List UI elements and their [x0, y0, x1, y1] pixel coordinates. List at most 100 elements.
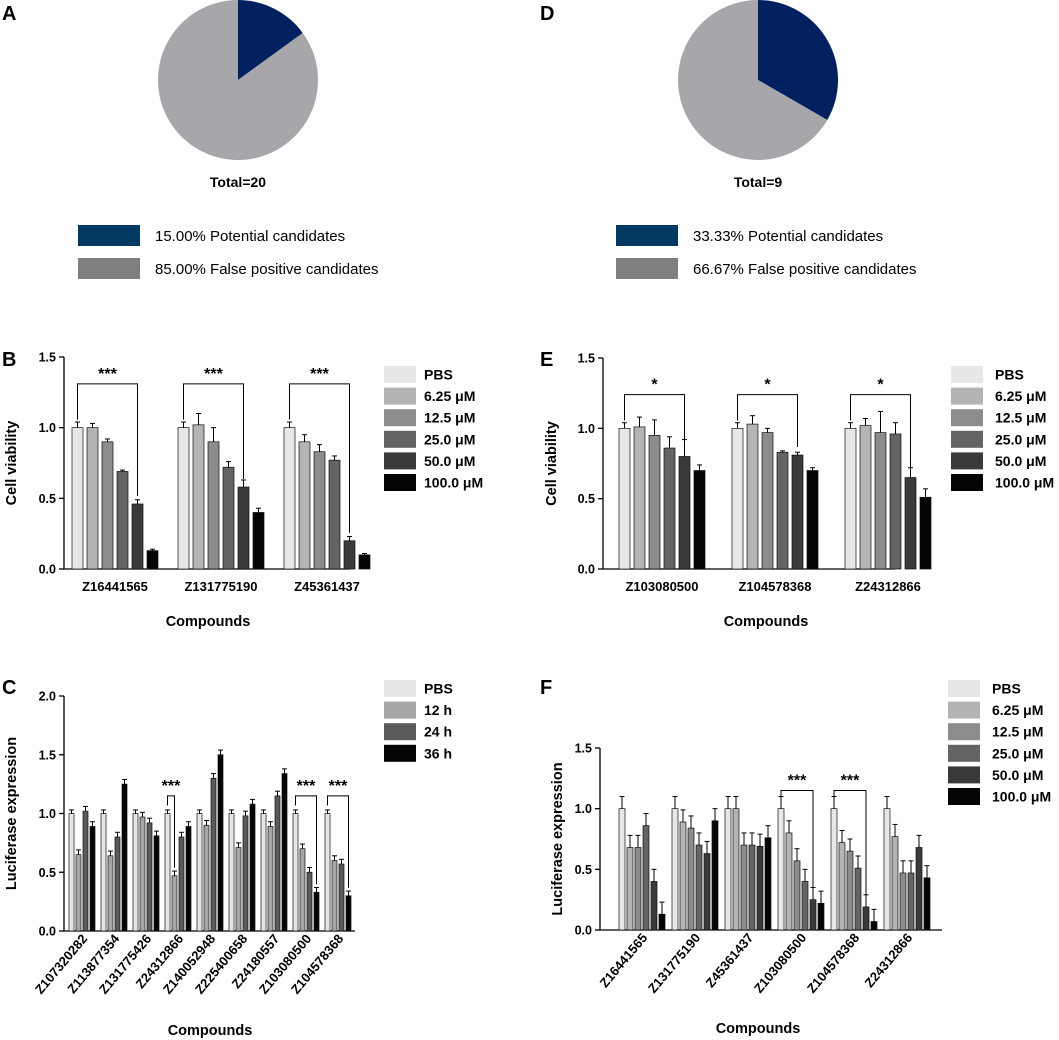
chart-e-legend-swatch-100-0-m: [951, 474, 983, 491]
chart-f-bar-z103080500-25-0-m: [801, 881, 809, 931]
chart-f-bar-z103080500-12-5-m: [793, 860, 801, 931]
chart-f-legend-50-0-m: 50.0 μM: [992, 767, 1043, 783]
chart-c-bar-z225400658-24-h: [242, 815, 249, 932]
chart-b-xlabel: Compounds: [166, 614, 251, 630]
chart-b-legend-pbs: PBS: [424, 367, 453, 383]
pie-a-slice-potential: [238, 0, 303, 80]
chart-f-bar-z104578368-12-5-m: [846, 850, 854, 931]
chart-e-legend-swatch-25-0-m: [951, 430, 983, 448]
chart-f-category-label: Z16441565: [597, 930, 651, 990]
chart-e-legend-100-0-m: 100.0 μM: [995, 475, 1054, 491]
chart-f-bar-z16441565-pbs: [618, 808, 626, 931]
chart-f-legend-100-0-m: 100.0 μM: [992, 789, 1051, 805]
pie-a-legend-swatch-potential: [78, 225, 140, 246]
chart-f-bar-z45361437-12-5-m: [740, 844, 748, 931]
chart-f-bar-z16441565-50-0-m: [650, 881, 658, 931]
chart-b-bar-z45361437-12-5-m: [313, 451, 326, 570]
chart-f-bar-z24312866-50-0-m: [915, 847, 923, 931]
chart-e-category-label: Z103080500: [625, 579, 698, 594]
pie-d-legend-swatch-potential: [616, 225, 678, 246]
chart-b-legend-swatch-50-0-m: [384, 452, 416, 470]
chart-f-significance-label: ***: [788, 772, 807, 789]
chart-c-ytick-label: 0.0: [39, 925, 56, 939]
pie-a-legend-potential: 15.00% Potential candidates: [155, 228, 345, 245]
chart-f-category-label: Z103080500: [751, 930, 809, 996]
chart-c-bar-z103080500-12-h: [299, 848, 306, 932]
chart-c-bar-z140052948-pbs: [196, 813, 203, 932]
pie-a-legend-false-positive: 85.00% False positive candidates: [155, 261, 378, 278]
chart-f-bar-z103080500-50-0-m: [809, 899, 817, 931]
chart-b-legend-swatch-pbs: [384, 366, 416, 383]
chart-e-bar-z104578368-pbs: [731, 427, 744, 570]
chart-e-bar-z104578368-12-5-m: [761, 432, 774, 570]
chart-b-legend-swatch-12-5-m: [384, 409, 416, 427]
chart-f-category-label: Z131775190: [645, 930, 703, 996]
chart-c-bar-z113877354-24-h: [114, 836, 121, 932]
chart-c-bar-z24180557-pbs: [260, 813, 267, 932]
chart-c-ytick-label: 1.5: [39, 748, 56, 762]
chart-c-legend-12-h: 12 h: [424, 702, 452, 718]
pie-d-slice-potential: [758, 0, 838, 120]
chart-c-significance-bracket: [327, 795, 349, 888]
chart-b-bar-z16441565-100-0-m: [146, 550, 159, 570]
chart-f-legend-swatch-12-5-m: [948, 723, 980, 741]
chart-f-bar-z103080500-pbs: [777, 808, 785, 931]
panel-label-d: D: [540, 3, 554, 25]
chart-c-legend-swatch-36-h: [384, 744, 416, 762]
chart-f-bar-z24312866-12-5-m: [899, 872, 907, 931]
chart-c-significance-bracket: [167, 795, 175, 868]
chart-f-bar-z131775190-25-0-m: [695, 844, 703, 931]
chart-f-bar-z103080500-6-25-m: [785, 832, 793, 931]
chart-e-significance-label: *: [877, 377, 884, 394]
chart-c-bar-z107320282-12-h: [75, 854, 82, 932]
chart-b-bar-z131775190-12-5-m: [207, 441, 220, 570]
chart-f-bar-z104578368-50-0-m: [862, 906, 870, 931]
chart-b-bar-z45361437-100-0-m: [358, 554, 371, 570]
chart-c-xlabel: Compounds: [168, 1023, 253, 1039]
chart-c-bar-z225400658-36-h: [249, 803, 256, 932]
chart-f-bar-z104578368-25-0-m: [854, 867, 862, 931]
chart-b-ytick-label: 0.5: [39, 492, 56, 506]
chart-e-bar-z24312866-pbs: [844, 427, 857, 570]
chart-c-legend-pbs: PBS: [424, 681, 453, 697]
chart-f-bar-z16441565-25-0-m: [642, 825, 650, 931]
chart-f-bar-z24312866-6-25-m: [891, 836, 899, 931]
chart-c-bar-z131775426-36-h: [153, 835, 160, 932]
chart-c-legend-swatch-24-h: [384, 723, 416, 741]
chart-e-legend-pbs: PBS: [995, 367, 1024, 383]
chart-e-bar-z103080500-25-0-m: [663, 447, 676, 570]
chart-c-bar-z140052948-36-h: [217, 754, 224, 932]
chart-e-bar-z104578368-100-0-m: [806, 470, 819, 570]
chart-f-bar-z131775190-100-0-m: [711, 820, 719, 931]
chart-f-ytick-label: 0.0: [575, 924, 592, 938]
chart-c-bar-z140052948-24-h: [210, 777, 217, 932]
chart-c-bar-z131775426-12-h: [139, 816, 146, 932]
chart-b-legend-swatch-100-0-m: [384, 474, 416, 491]
chart-b-ytick-label: 1.5: [39, 351, 56, 365]
chart-c-bar-z103080500-36-h: [313, 891, 320, 932]
chart-e-legend-25-0-m: 25.0 μM: [995, 431, 1046, 447]
chart-c-bar-z131775426-24-h: [146, 822, 153, 932]
chart-f-significance-label: ***: [841, 772, 860, 789]
chart-b-significance-label: ***: [204, 366, 223, 383]
chart-c-bar-z104578368-36-h: [345, 895, 352, 932]
chart-b-bar-z16441565-12-5-m: [101, 441, 114, 570]
chart-e-bar-z103080500-6-25-m: [633, 426, 646, 570]
chart-f-legend-swatch-pbs: [948, 680, 980, 697]
bar-chart-c: 0.0 0.5 1.0 1.5 2.0 Luciferase expression Comp…: [4, 680, 453, 1039]
chart-b-legend-12-5-m: 12.5 μM: [424, 410, 475, 426]
chart-e-legend-12-5-m: 12.5 μM: [995, 410, 1046, 426]
chart-c-bar-z107320282-24-h: [82, 810, 89, 932]
chart-f-bar-z45361437-pbs: [724, 808, 732, 931]
pie-chart-d: [678, 0, 838, 160]
chart-e-bar-z104578368-6-25-m: [746, 423, 759, 570]
pie-a-title: Total=20: [210, 174, 266, 190]
pie-d-legend-false-positive: 66.67% False positive candidates: [693, 261, 916, 278]
chart-e-ytick-label: 1.0: [578, 422, 595, 436]
chart-e-bar-z103080500-100-0-m: [693, 470, 706, 570]
chart-b-ytick-label: 0.0: [39, 563, 56, 577]
chart-e-legend-swatch-pbs: [951, 366, 983, 383]
chart-b-ytick-label: 1.0: [39, 421, 56, 435]
bar-chart-e: 0.0 0.5 1.0 1.5 Cell viability Compounds Z1030…: [544, 352, 1054, 631]
chart-f-bar-z104578368-6-25-m: [838, 842, 846, 931]
